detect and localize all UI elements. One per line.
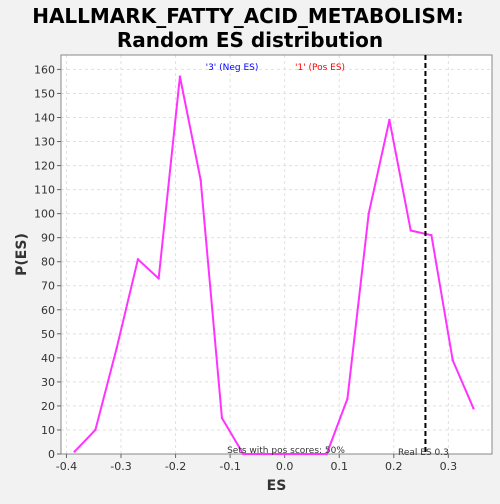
x-tick-label: -0.3	[110, 460, 131, 473]
y-tick-label: 130	[34, 136, 55, 149]
legend-pos-es: '1' (Pos ES)	[295, 63, 345, 73]
y-tick-label: 80	[41, 256, 55, 269]
legend-neg-es: '3' (Neg ES)	[206, 63, 259, 73]
y-tick-label: 120	[34, 160, 55, 173]
data-point	[115, 347, 118, 350]
y-tick-label: 140	[34, 111, 55, 124]
data-point	[157, 277, 160, 280]
data-point	[367, 212, 370, 215]
x-axis-label: ES	[267, 478, 287, 494]
x-tick-label: 0.0	[276, 460, 294, 473]
y-tick-label: 150	[34, 87, 55, 100]
y-tick-label: 40	[41, 352, 55, 365]
x-tick-label: 0.1	[330, 460, 348, 473]
data-point	[430, 234, 433, 237]
y-tick-label: 100	[34, 208, 55, 221]
y-axis-label: P(ES)	[14, 233, 30, 276]
y-tick-label: 110	[34, 184, 55, 197]
y-tick-label: 90	[41, 232, 55, 245]
data-point	[451, 359, 454, 362]
y-tick-label: 10	[41, 424, 55, 437]
x-tick-label: -0.1	[219, 460, 240, 473]
chart-title: HALLMARK_FATTY_ACID_METABOLISM:	[32, 4, 464, 28]
data-point	[472, 407, 475, 410]
data-point	[242, 452, 245, 456]
plot-area	[61, 55, 492, 454]
y-tick-label: 70	[41, 280, 55, 293]
y-tick-label: 60	[41, 304, 55, 317]
data-point	[346, 397, 349, 400]
data-point	[304, 452, 307, 456]
data-point	[220, 416, 224, 420]
y-tick-label: 30	[41, 376, 55, 389]
data-point	[178, 75, 182, 78]
x-tick-label: -0.4	[56, 460, 77, 473]
y-tick-label: 50	[41, 328, 55, 341]
data-point	[262, 452, 266, 456]
x-tick-label: -0.2	[165, 460, 186, 473]
data-point	[73, 450, 76, 453]
data-point	[94, 428, 97, 432]
y-tick-label: 0	[48, 448, 55, 461]
y-tick-label: 20	[41, 400, 55, 413]
data-point	[325, 452, 328, 456]
x-tick-label: 0.2	[385, 460, 403, 473]
data-point	[409, 229, 412, 232]
pos-scores-annotation: Sets with pos scores: 50%	[227, 446, 345, 456]
y-tick-label: 160	[34, 63, 55, 76]
data-point	[388, 118, 391, 122]
data-point	[283, 452, 286, 456]
es-distribution-line	[73, 75, 475, 455]
chart-subtitle: Random ES distribution	[117, 28, 383, 52]
data-point	[199, 178, 202, 182]
x-tick-label: 0.3	[440, 460, 458, 473]
data-point	[136, 258, 140, 261]
real-es-label: Real ES 0.3	[398, 448, 449, 458]
